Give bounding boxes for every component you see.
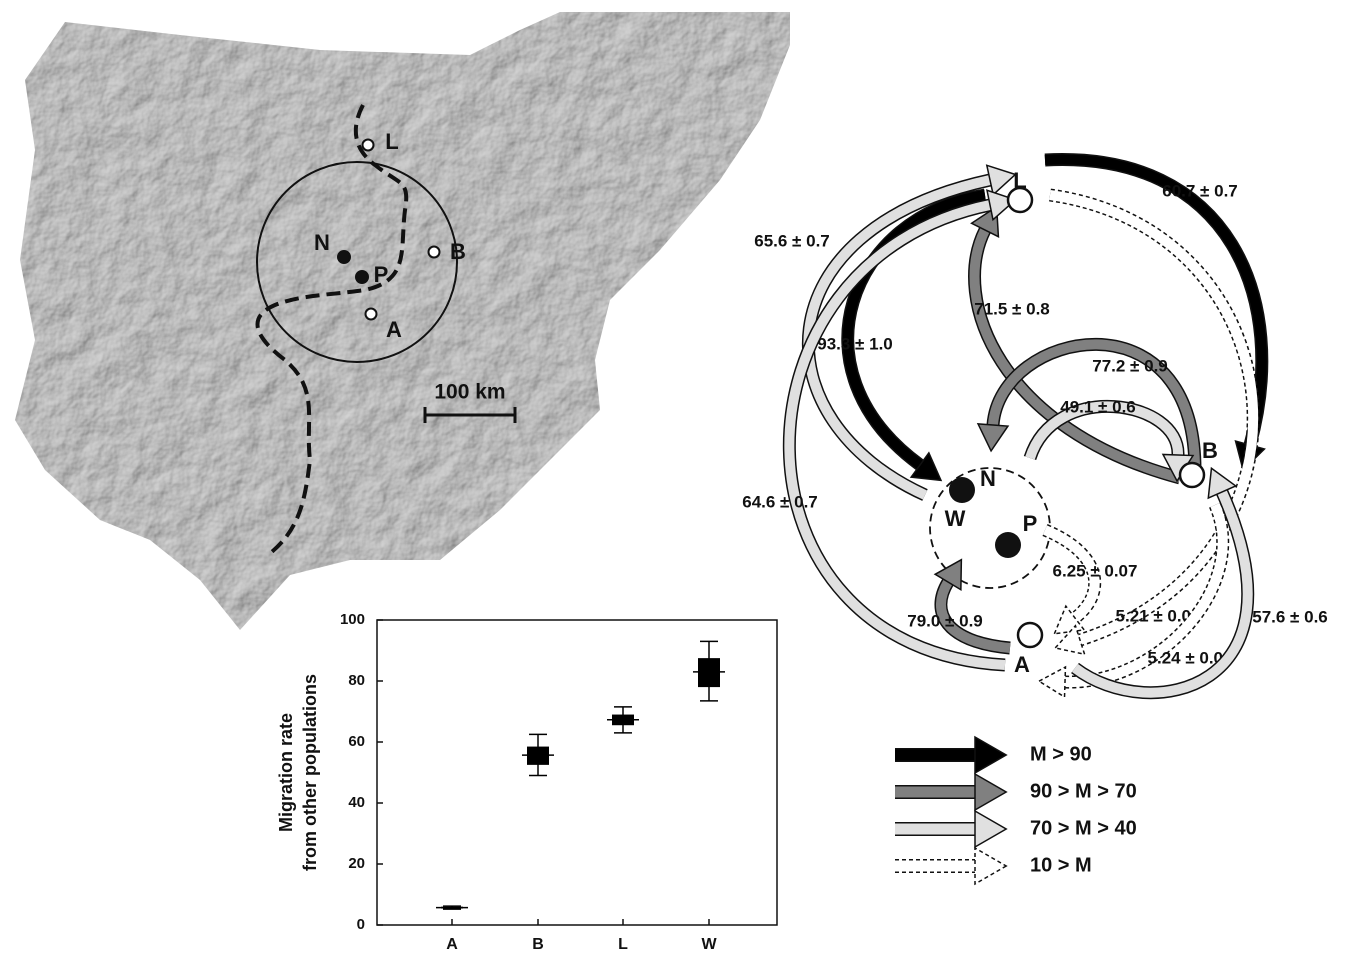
node-label: N: [980, 466, 996, 491]
edge-label: 77.2 ± 0.9: [1092, 356, 1168, 375]
node: [949, 477, 975, 503]
node-label: A: [1014, 652, 1030, 677]
page: 100 km L N P B A 0 20 40 60 80 100 Migration ratef…: [0, 0, 1352, 954]
y-axis-label: Migration rate: [276, 713, 296, 832]
edge-label: 49.1 ± 0.6: [1060, 397, 1136, 416]
node: [1180, 463, 1204, 487]
node-label: P: [1023, 511, 1038, 536]
node-label: W: [945, 506, 966, 531]
y-tick-label: 0: [357, 916, 365, 933]
arrow-head: [975, 737, 1006, 773]
y-tick-label: 20: [348, 855, 365, 872]
x-tick-label: A: [446, 936, 458, 953]
x-tick-label: B: [532, 936, 544, 953]
y-tick-label: 80: [348, 672, 365, 689]
edge-label: 71.5 ± 0.8: [974, 299, 1050, 318]
site-label: A: [386, 317, 402, 342]
map-land: [15, 12, 790, 630]
edge-label: 60.7 ± 0.7: [1162, 181, 1238, 200]
arrow-head: [975, 774, 1006, 810]
site-label: L: [385, 129, 398, 154]
arrow-head: [1039, 667, 1065, 697]
site-marker: [338, 251, 350, 263]
site-label: P: [374, 262, 389, 287]
node-label: B: [1202, 438, 1218, 463]
site-marker: [363, 140, 374, 151]
site-marker: [356, 271, 368, 283]
scale-label: 100 km: [434, 381, 505, 404]
figure: 100 km L N P B A 0 20 40 60 80 100 Migration ratef…: [0, 0, 1352, 954]
edge-label: 93.3 ± 1.0: [817, 334, 893, 353]
x-tick-label: W: [701, 936, 717, 953]
edge-label: 6.25 ± 0.07: [1053, 561, 1138, 580]
site-label: B: [450, 239, 466, 264]
diagram: 60.7 ± 0.7 65.6 ± 0.7 93.3 ± 1.0 71.5 ± 0.8…: [742, 160, 1328, 884]
y-tick-label: 40: [348, 794, 365, 811]
edge-label: 65.6 ± 0.7: [754, 231, 830, 250]
y-tick-label: 60: [348, 733, 365, 750]
edge-label: 64.6 ± 0.7: [742, 492, 818, 511]
x-tick-label: L: [618, 936, 628, 953]
site-label: N: [314, 230, 330, 255]
site-marker: [366, 309, 377, 320]
edge-label: 57.6 ± 0.6: [1252, 607, 1328, 626]
box: [698, 658, 720, 687]
edge-label: 79.0 ± 0.9: [907, 611, 983, 630]
node: [995, 532, 1021, 558]
node: [1018, 623, 1042, 647]
legend-label: 10 > M: [1030, 854, 1092, 876]
site-marker: [429, 247, 440, 258]
arrow-head: [975, 811, 1006, 847]
node-label: L: [1013, 168, 1026, 193]
legend-label: 90 > M > 70: [1030, 780, 1137, 802]
arrow-head: [978, 424, 1008, 451]
y-axis-label: from other populations: [300, 674, 320, 871]
legend-label: M > 90: [1030, 743, 1092, 765]
y-tick-label: 100: [340, 611, 365, 628]
legend-label: 70 > M > 40: [1030, 817, 1137, 839]
arrow-head: [975, 848, 1006, 884]
